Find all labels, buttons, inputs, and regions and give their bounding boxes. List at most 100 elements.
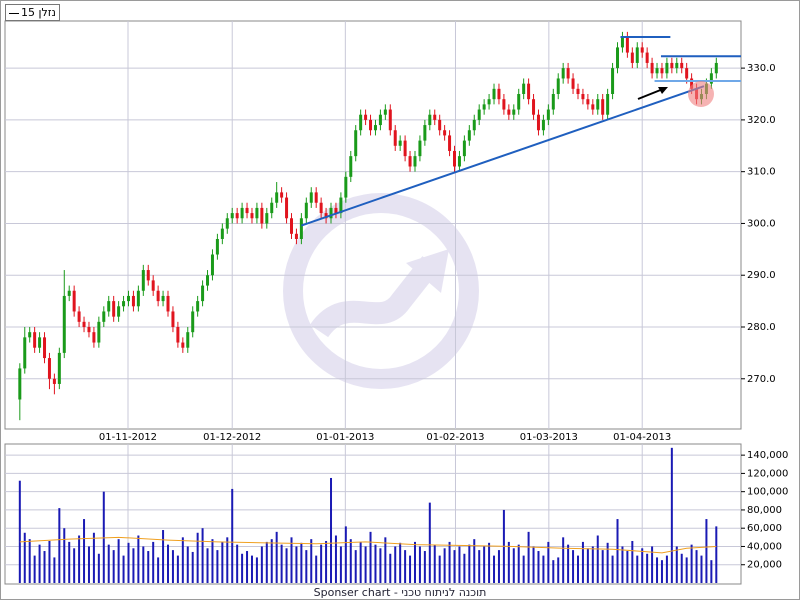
volume-bar [181,537,184,583]
candle-body [201,285,205,302]
legend-label: נזלן 15 [21,6,56,19]
candle-body [324,213,328,219]
volume-bar [576,555,579,583]
candle-body [467,130,471,141]
candle-body [210,254,214,276]
volume-bar [325,540,328,583]
volume-bar [305,550,308,583]
volume-bar [507,541,510,583]
volume-bar [433,544,436,583]
candle-body [299,218,303,239]
candle-body [255,207,259,219]
candle-body [571,78,575,89]
candle-body [482,104,486,110]
candle-body [369,119,373,131]
candle-body [472,119,476,131]
volume-bar [201,528,204,583]
candle-body [28,332,32,338]
candle-body [413,156,417,167]
volume-bar [330,477,333,583]
volume-bar [527,531,530,583]
candle-body [551,94,555,110]
y-tick-label: 330.0 [747,63,776,74]
candle-body [329,207,333,219]
volume-bar [379,548,382,583]
volume-bar [680,553,683,583]
x-tick-label: 01-04-2013 [613,432,671,443]
candle-body [388,109,392,131]
volume-bar [295,546,298,583]
volume-bar [354,550,357,583]
candle-body [536,114,540,131]
volume-bar [127,542,130,583]
volume-bar [557,557,560,583]
candle-body [354,130,358,157]
volume-bar [497,550,500,583]
candle-body [532,99,536,115]
volume-bar [38,544,41,583]
volume-bar [646,553,649,583]
candle-body [146,270,150,281]
volume-bar [670,447,673,583]
candle-body [403,140,407,157]
candle-body [438,119,442,131]
candle-body [280,192,284,198]
candle-body [398,140,402,146]
volume-bar [310,539,313,583]
volume-bar [384,537,387,583]
candle-body [690,78,694,89]
volume-bar [216,550,219,583]
candle-body [43,337,47,359]
candle-body [591,104,595,110]
candle-body [181,342,185,348]
candle-body [136,290,140,307]
volume-bar [255,557,258,583]
candle-body [97,321,101,343]
candle-body [443,130,447,136]
volume-bar [591,546,594,583]
candle-body [665,62,669,74]
volume-bar [191,551,194,583]
volume-bar [473,539,476,583]
volume-bar [320,544,323,583]
volume-bar [601,550,604,583]
volume-bar [596,535,599,583]
volume-bar [142,546,145,583]
candle-body [220,228,224,239]
candle-body [275,192,279,203]
candle-body [601,99,605,115]
candle-body [304,202,308,219]
volume-bar [78,535,81,583]
candle-body [349,156,353,177]
candle-body [522,83,526,95]
candle-body [225,218,229,229]
volume-bar [349,539,352,583]
volume-bar [339,546,342,583]
x-tick-label: 01-12-2012 [203,432,261,443]
volume-bar [660,560,663,583]
volume-bar [488,542,491,583]
candle-body [230,213,234,219]
candle-body [151,280,155,291]
candle-body [625,37,629,53]
volume-bar [226,537,229,583]
volume-bar [275,531,278,583]
candle-body [561,68,565,79]
volume-bar [265,541,268,583]
candle-body [196,301,200,312]
candle-body [378,114,382,126]
y-tick-label: 80,000 [747,505,782,516]
volume-bar [468,544,471,583]
candle-body [319,202,323,214]
price-panel [4,20,742,430]
volume-bar [537,551,540,583]
candle-body [576,88,580,95]
candle-body [462,140,466,157]
candle-body [611,68,615,95]
volume-bar [418,546,421,583]
candle-body [112,301,116,317]
candle-body [77,311,81,322]
volume-bar [107,544,110,583]
x-tick-label: 01-11-2012 [99,432,157,443]
